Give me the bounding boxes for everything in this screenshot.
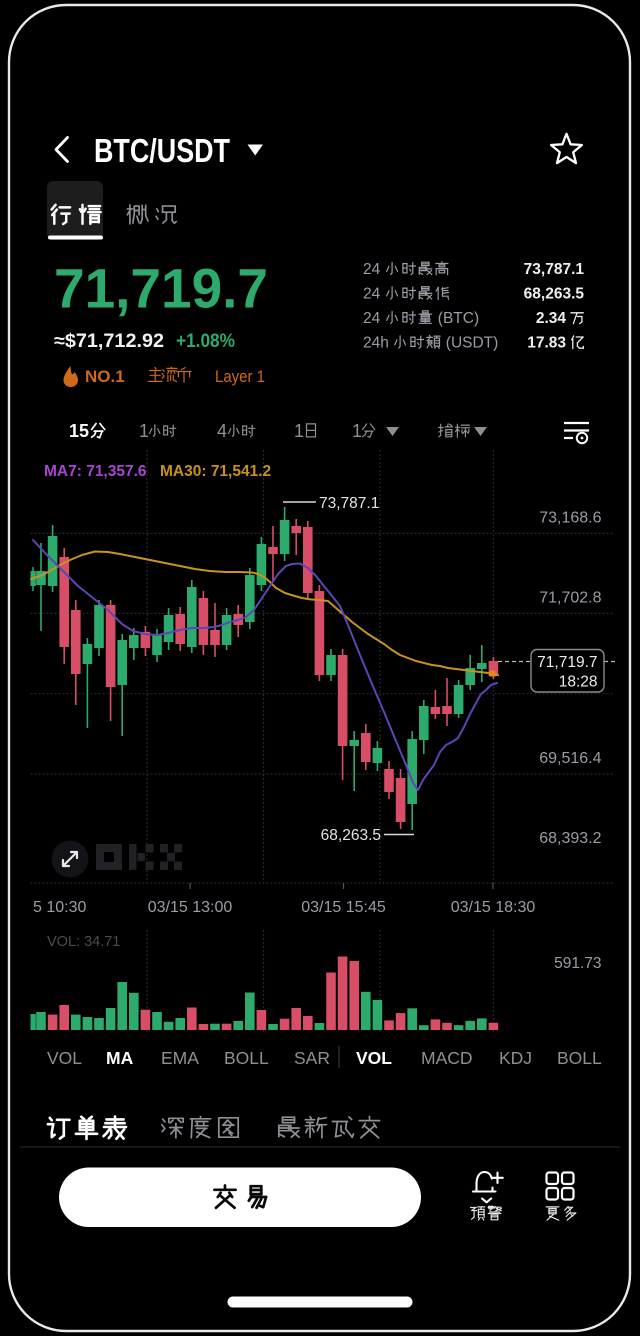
svg-text:71,719.7: 71,719.7 [537,654,597,671]
svg-text:24: 24 [363,261,381,278]
svg-text:BTC/USDT: BTC/USDT [94,132,230,169]
svg-text:73,168.6: 73,168.6 [539,510,601,527]
svg-text:2.34: 2.34 [536,310,567,327]
svg-text:15: 15 [69,421,89,441]
svg-text:71,719.7: 71,719.7 [54,257,268,320]
svg-text:(USDT): (USDT) [446,335,499,352]
svg-text:5 10:30: 5 10:30 [33,899,86,916]
svg-text:4: 4 [217,421,227,441]
svg-text:69,516.4: 69,516.4 [539,750,601,767]
svg-text:Layer 1: Layer 1 [215,367,265,386]
svg-text:1: 1 [294,421,304,441]
svg-text:(BTC): (BTC) [438,310,479,327]
svg-text:73,787.1: 73,787.1 [524,261,585,278]
svg-text:MACD: MACD [421,1048,473,1068]
svg-text:VOL: 34.71: VOL: 34.71 [47,934,120,950]
svg-text:1: 1 [139,421,149,441]
svg-text:BOLL: BOLL [557,1048,602,1068]
svg-text:24h: 24h [363,335,389,352]
svg-text:71,702.8: 71,702.8 [539,590,601,607]
svg-text:1: 1 [352,421,362,441]
svg-text:EMA: EMA [161,1048,199,1068]
svg-text:24: 24 [363,310,381,327]
svg-text:≈$71,712.92: ≈$71,712.92 [54,331,164,352]
svg-text:68,393.2: 68,393.2 [539,830,601,847]
svg-text:03/15 18:30: 03/15 18:30 [451,899,536,916]
svg-text:MA: MA [106,1048,134,1068]
svg-text:24: 24 [363,286,381,303]
svg-text:MA30: 71,541.2: MA30: 71,541.2 [160,463,271,480]
svg-text:KDJ: KDJ [499,1048,532,1068]
svg-text:17.83: 17.83 [527,335,566,352]
svg-text:03/15 13:00: 03/15 13:00 [148,899,233,916]
svg-text:03/15 15:45: 03/15 15:45 [301,899,386,916]
svg-text:+1.08%: +1.08% [176,331,235,352]
svg-text:MA7: 71,357.6: MA7: 71,357.6 [44,463,147,480]
svg-text:SAR: SAR [294,1048,330,1068]
svg-text:VOL: VOL [356,1048,392,1068]
svg-text:NO.1: NO.1 [85,367,125,386]
svg-text:68,263.5: 68,263.5 [524,286,585,303]
svg-text:VOL: VOL [47,1048,82,1068]
svg-text:591.73: 591.73 [554,955,601,972]
svg-text:68,263.5: 68,263.5 [321,827,381,844]
svg-text:BOLL: BOLL [224,1048,269,1068]
svg-text:18:28: 18:28 [559,674,598,691]
svg-text:73,787.1: 73,787.1 [319,495,379,512]
